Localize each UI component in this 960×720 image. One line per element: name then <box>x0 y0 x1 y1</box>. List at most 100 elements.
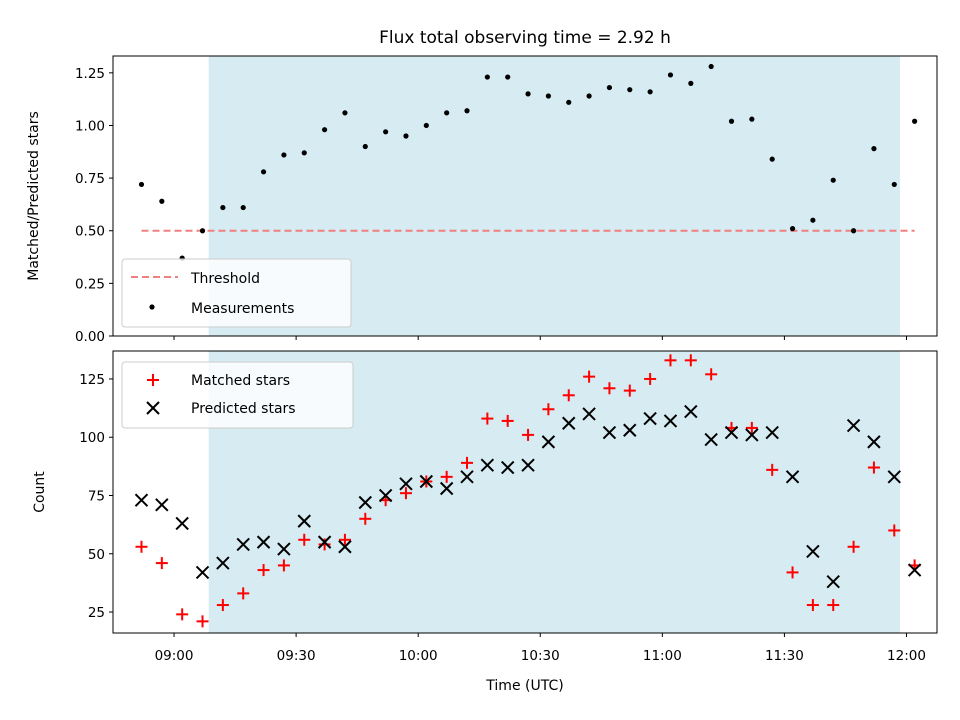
predicted-star-point <box>623 423 637 437</box>
predicted-star-point <box>602 425 617 440</box>
predicted-star-point <box>419 474 434 489</box>
matched-star-point <box>867 461 880 474</box>
measurement-point <box>789 226 796 232</box>
measurement-point <box>912 118 918 124</box>
x-axis-label: Time (UTC) <box>485 678 563 694</box>
measurement-point <box>606 84 613 91</box>
bottom-y-tick-label: 100 <box>79 430 105 446</box>
matched-star-point <box>155 557 168 570</box>
measurement-point <box>321 127 328 133</box>
measurement-point <box>138 181 145 188</box>
predicted-star-point <box>704 432 718 447</box>
measurement-point <box>586 93 592 99</box>
predicted-star-point <box>378 488 393 503</box>
bottom-y-axis-label: Count <box>32 471 48 513</box>
matched-star-point <box>888 524 901 537</box>
top-y-tick-label: 0.00 <box>75 329 105 345</box>
bottom-legend-frame <box>121 361 354 429</box>
measurement-point <box>667 72 674 78</box>
measurement-point <box>423 122 429 129</box>
bottom-y-tick-label: 75 <box>88 488 105 504</box>
predicted-star-point <box>867 435 881 449</box>
measurement-point <box>362 143 368 150</box>
matched-star-point <box>542 403 555 416</box>
matched-star-point <box>196 615 209 628</box>
matched-star-point <box>338 533 351 546</box>
matched-star-point <box>847 540 860 553</box>
measurement-point <box>627 87 633 93</box>
measurement-point <box>444 110 450 116</box>
legend-measurements-marker <box>149 304 155 310</box>
measurement-point <box>240 204 246 211</box>
top-legend-frame <box>121 258 352 328</box>
matched-star-point <box>664 354 677 367</box>
bottom-legend: Matched stars Predicted stars <box>121 361 354 429</box>
top-y-tick-label: 0.25 <box>75 276 105 292</box>
matched-star-point <box>501 414 514 427</box>
measurement-point <box>647 89 653 95</box>
predicted-star-point <box>785 470 800 484</box>
predicted-star-point <box>399 477 413 491</box>
predicted-star-point <box>643 411 657 426</box>
measurement-point <box>505 74 511 80</box>
x-tick-label: 11:30 <box>765 648 804 664</box>
matched-star-point <box>623 384 636 397</box>
measurement-point <box>850 228 857 234</box>
bottom-y-tick-label: 50 <box>88 547 105 563</box>
chart-title: Flux total observing time = 2.92 h <box>379 28 671 48</box>
predicted-star-point <box>460 470 474 484</box>
measurement-point <box>281 152 287 158</box>
matched-star-point <box>176 608 189 621</box>
top-y-tick-label: 0.75 <box>75 171 105 187</box>
matched-star-point <box>644 372 657 385</box>
top-axes-frame <box>112 55 938 337</box>
predicted-star-point <box>684 404 698 419</box>
predicted-star-point <box>277 542 291 556</box>
measurement-point <box>464 108 470 114</box>
predicted-star-point <box>562 416 576 430</box>
predicted-star-point <box>297 514 311 528</box>
measurement-point <box>484 74 490 80</box>
measurement-point <box>383 129 389 135</box>
predicted-star-point <box>439 481 454 496</box>
measurement-point <box>199 228 206 234</box>
bottom-panel: 25 50 75 100 125 09:00 09:30 10:00 10:30 11:00 11:… <box>32 350 938 694</box>
matched-star-point <box>766 463 779 476</box>
measurement-point <box>891 181 897 188</box>
measurement-point <box>525 91 531 97</box>
matched-star-point <box>359 512 372 525</box>
matched-star-point <box>237 587 250 600</box>
x-tick-label: 09:30 <box>277 648 316 664</box>
matched-star-point <box>583 370 596 383</box>
top-y-tick-label: 1.25 <box>75 66 105 82</box>
measurement-point <box>810 217 816 223</box>
predicted-star-point <box>765 425 779 440</box>
predicted-star-point <box>500 460 515 475</box>
predicted-star-point <box>236 537 250 552</box>
matched-star-point <box>827 599 840 612</box>
predicted-star-point <box>256 535 271 549</box>
predicted-star-point <box>317 535 332 549</box>
x-tick-label: 11:00 <box>643 648 682 664</box>
top-panel: 0.00 0.25 0.50 0.75 1.00 1.25 Matched/Predict… <box>26 55 938 345</box>
predicted-star-point <box>134 493 149 507</box>
legend-matched-label: Matched stars <box>191 373 290 389</box>
measurement-point <box>769 156 775 162</box>
legend-threshold-label: Threshold <box>190 271 260 287</box>
matched-star-point <box>440 470 453 483</box>
top-y-axis-label: Matched/Predicted stars <box>26 111 42 281</box>
matched-star-point <box>562 389 575 402</box>
predicted-star-point <box>358 495 372 510</box>
matched-star-point <box>399 487 412 500</box>
matched-star-point <box>806 599 819 612</box>
bottom-axes-frame <box>112 350 938 634</box>
predicted-star-point <box>663 414 678 428</box>
x-tick-label: 10:30 <box>521 648 560 664</box>
matched-star-point <box>684 354 697 367</box>
measurement-point <box>301 150 307 156</box>
matched-star-point <box>257 564 270 577</box>
x-tick-label: 10:00 <box>399 648 438 664</box>
bottom-y-tick-label: 25 <box>88 605 105 621</box>
x-tick-label: 12:00 <box>887 648 926 664</box>
